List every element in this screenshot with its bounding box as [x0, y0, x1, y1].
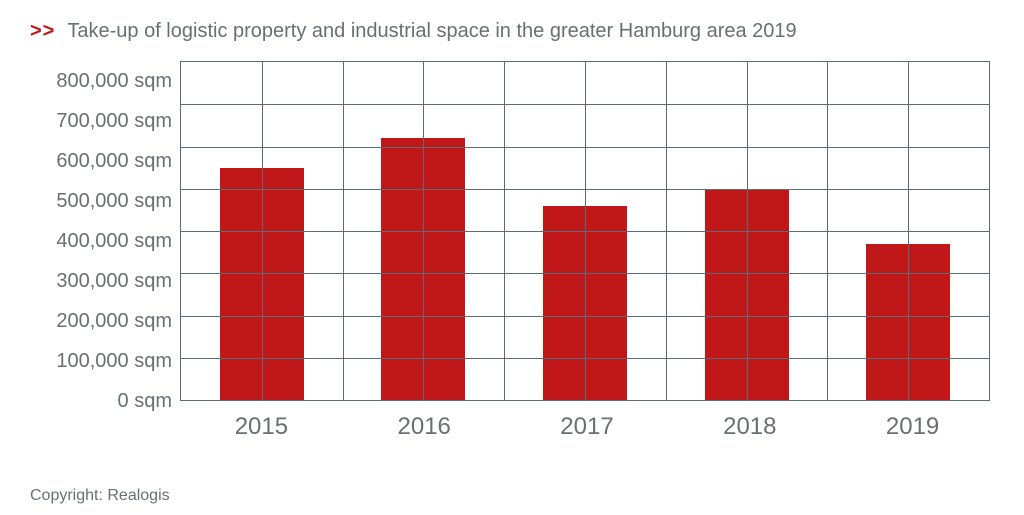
gridline-vertical — [343, 62, 344, 400]
x-axis: 20152016201720182019 — [30, 413, 994, 441]
chart-title: Take-up of logistic property and industr… — [67, 20, 796, 43]
gridline-vertical — [423, 62, 424, 400]
y-tick-label: 100,000 sqm — [56, 351, 172, 371]
chart-container: >> Take-up of logistic property and indu… — [0, 0, 1024, 515]
plot-area — [180, 61, 990, 401]
x-axis-spacer — [30, 413, 180, 441]
y-tick-label: 700,000 sqm — [56, 111, 172, 131]
y-tick-label: 600,000 sqm — [56, 151, 172, 171]
chart-title-row: >> Take-up of logistic property and indu… — [30, 20, 994, 43]
y-tick-label: 0 sqm — [118, 391, 172, 411]
y-axis: 800,000 sqm 700,000 sqm 600,000 sqm 500,000… — [30, 61, 180, 401]
y-tick-label: 800,000 sqm — [56, 71, 172, 91]
gridline-vertical — [585, 62, 586, 400]
x-tick-label: 2019 — [831, 413, 994, 441]
gridline-vertical — [747, 62, 748, 400]
double-chevron-icon: >> — [30, 20, 55, 43]
copyright-text: Copyright: Realogis — [30, 487, 170, 505]
x-tick-label: 2015 — [180, 413, 343, 441]
gridline-vertical — [504, 62, 505, 400]
gridline-vertical — [262, 62, 263, 400]
gridline-vertical — [666, 62, 667, 400]
x-tick-label: 2017 — [506, 413, 669, 441]
y-tick-label: 500,000 sqm — [56, 191, 172, 211]
chart-body: 800,000 sqm 700,000 sqm 600,000 sqm 500,000… — [30, 61, 994, 401]
gridline-vertical — [827, 62, 828, 400]
x-axis-labels: 20152016201720182019 — [180, 413, 994, 441]
y-tick-label: 400,000 sqm — [56, 231, 172, 251]
gridline-vertical — [908, 62, 909, 400]
y-tick-label: 200,000 sqm — [56, 311, 172, 331]
x-tick-label: 2016 — [343, 413, 506, 441]
y-tick-label: 300,000 sqm — [56, 271, 172, 291]
x-tick-label: 2018 — [668, 413, 831, 441]
